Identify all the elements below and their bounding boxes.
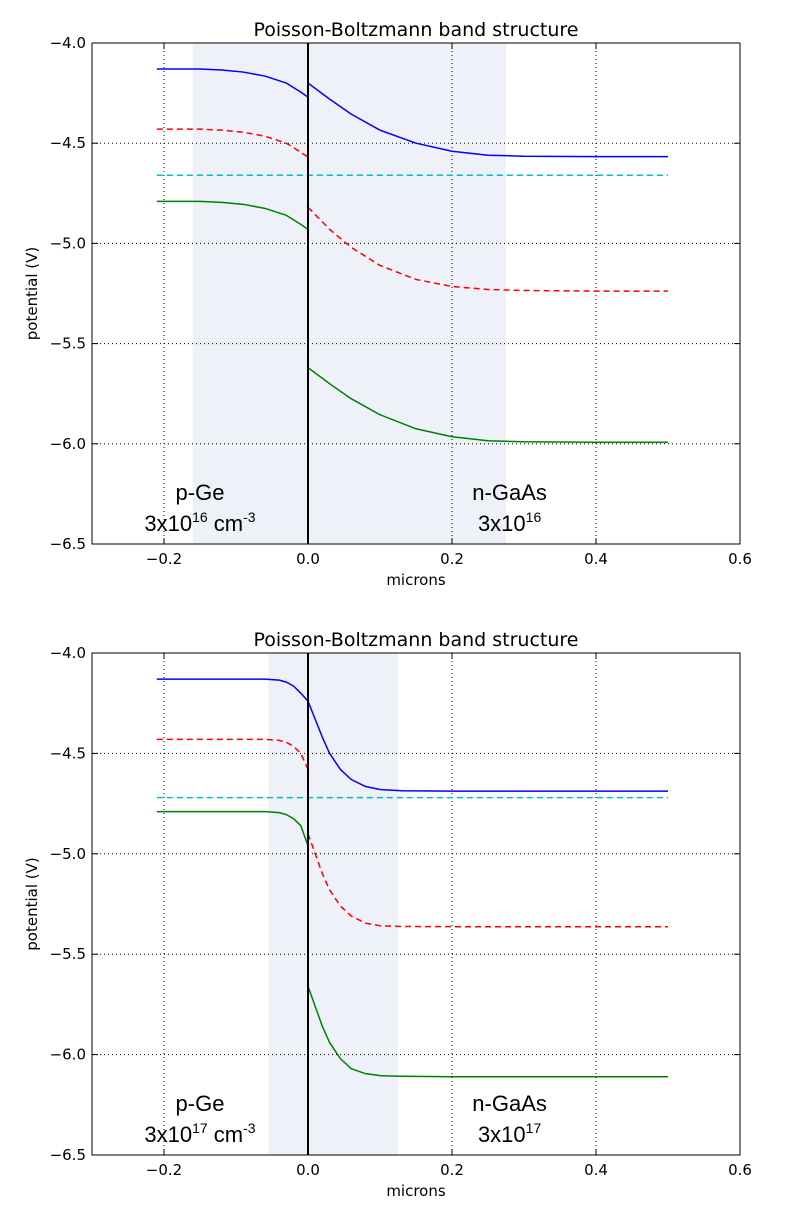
x-tick-label: 0.6 [728, 1161, 752, 1179]
series-line-6 [307, 367, 668, 443]
n-doping-exp: 16 [526, 509, 542, 525]
n-doping-base: 3x10 [478, 511, 526, 536]
series-line-5 [156, 200, 309, 230]
p-region-name: p-Ge [176, 480, 225, 505]
x-tick-label: 0.0 [296, 550, 320, 568]
p-doping-unit-exp: -3 [243, 1120, 256, 1136]
x-tick-label: 0.6 [728, 550, 752, 568]
x-tick-label: 0.2 [440, 550, 464, 568]
x-tick-label: 0.4 [584, 550, 608, 568]
y-tick-label: −6.0 [50, 1046, 86, 1064]
n-doping-exp: 17 [526, 1120, 542, 1136]
x-tick-label: 0.0 [296, 1161, 320, 1179]
p-region-name: p-Ge [176, 1091, 225, 1116]
x-tick-label: 0.2 [440, 1161, 464, 1179]
p-doping-unit-exp: -3 [243, 509, 256, 525]
p-doping-unit: cm [208, 511, 243, 536]
x-tick-label: −0.2 [146, 550, 182, 568]
n-region-doping: 3x1016 [478, 509, 542, 536]
y-tick-label: −4.5 [50, 134, 86, 152]
p-region-doping: 3x1017 cm-3 [144, 1120, 255, 1147]
y-axis-label: potential (V) [23, 247, 41, 340]
series-line-3 [307, 833, 668, 928]
p-doping-exp: 16 [192, 509, 208, 525]
y-tick-label: −6.0 [50, 435, 86, 453]
axes-frame [91, 652, 741, 1156]
series-line-0 [156, 68, 309, 98]
p-doping-unit: cm [208, 1122, 243, 1147]
n-doping-base: 3x10 [478, 1122, 526, 1147]
p-doping-exp: 17 [192, 1120, 208, 1136]
y-tick-label: −4.0 [50, 644, 86, 662]
depletion-region [192, 43, 507, 544]
y-tick-label: −4.0 [50, 34, 86, 52]
p-region-doping: 3x1016 cm-3 [144, 509, 255, 536]
depletion-region [268, 653, 398, 1155]
chart-title: Poisson-Boltzmann band structure [253, 19, 578, 41]
x-axis-label: microns [386, 1182, 446, 1200]
series-line-1 [307, 82, 668, 158]
series-line-0 [156, 678, 309, 702]
p-doping-base: 3x10 [144, 511, 192, 536]
series-line-3 [307, 206, 668, 292]
y-tick-label: −5.0 [50, 845, 86, 863]
series-line-6 [307, 986, 668, 1078]
n-region-name: n-GaAs [472, 1091, 547, 1116]
n-region-name: n-GaAs [472, 480, 547, 505]
y-tick-label: −5.5 [50, 335, 86, 353]
x-tick-label: −0.2 [146, 1161, 182, 1179]
chart-title: Poisson-Boltzmann band structure [253, 629, 578, 651]
x-axis-label: microns [386, 571, 446, 589]
p-doping-base: 3x10 [144, 1122, 192, 1147]
series-line-2 [156, 738, 309, 770]
y-tick-label: −5.0 [50, 234, 86, 252]
y-tick-label: −5.5 [50, 945, 86, 963]
chart-bottom: −0.2 0.0 0.2 0.4 0.6 −4.0 −4.5 −5.0 −5.5 −6.0 −6.5… [23, 629, 752, 1200]
y-tick-label: −6.5 [50, 1146, 86, 1164]
y-axis-label: potential (V) [23, 857, 41, 950]
series-line-5 [156, 810, 309, 847]
series-line-2 [156, 128, 309, 158]
x-tick-label: 0.4 [584, 1161, 608, 1179]
y-tick-label: −6.5 [50, 535, 86, 553]
n-region-doping: 3x1017 [478, 1120, 542, 1147]
series-line-1 [307, 700, 668, 792]
y-tick-label: −4.5 [50, 744, 86, 762]
axes-frame [91, 42, 741, 545]
chart-top: −0.2 0.0 0.2 0.4 0.6 −4.0 −4.5 −5.0 −5.5 −6.0 −6.5… [23, 19, 752, 589]
